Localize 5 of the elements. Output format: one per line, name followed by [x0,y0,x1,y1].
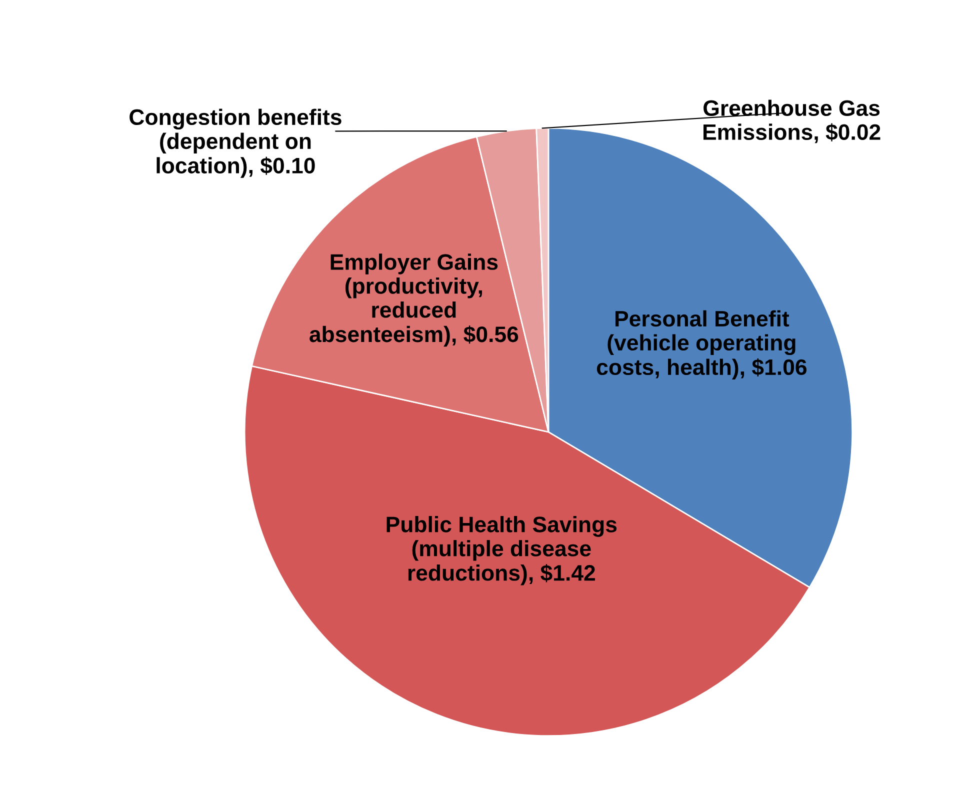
slice-label: Greenhouse Gas Emissions, $0.02 [703,100,880,144]
slice-label: Employer Gains (productivity, reduced absenteeism), $0.56 [310,254,518,347]
slice-label: Congestion benefits (dependent on location), $0.10 [130,108,342,178]
slice-label: Public Health Savings (multiple disease reductions), $1.42 [386,516,617,586]
slice-label: Personal Benefit (vehicle operating costs, health), $1.06 [596,310,806,380]
